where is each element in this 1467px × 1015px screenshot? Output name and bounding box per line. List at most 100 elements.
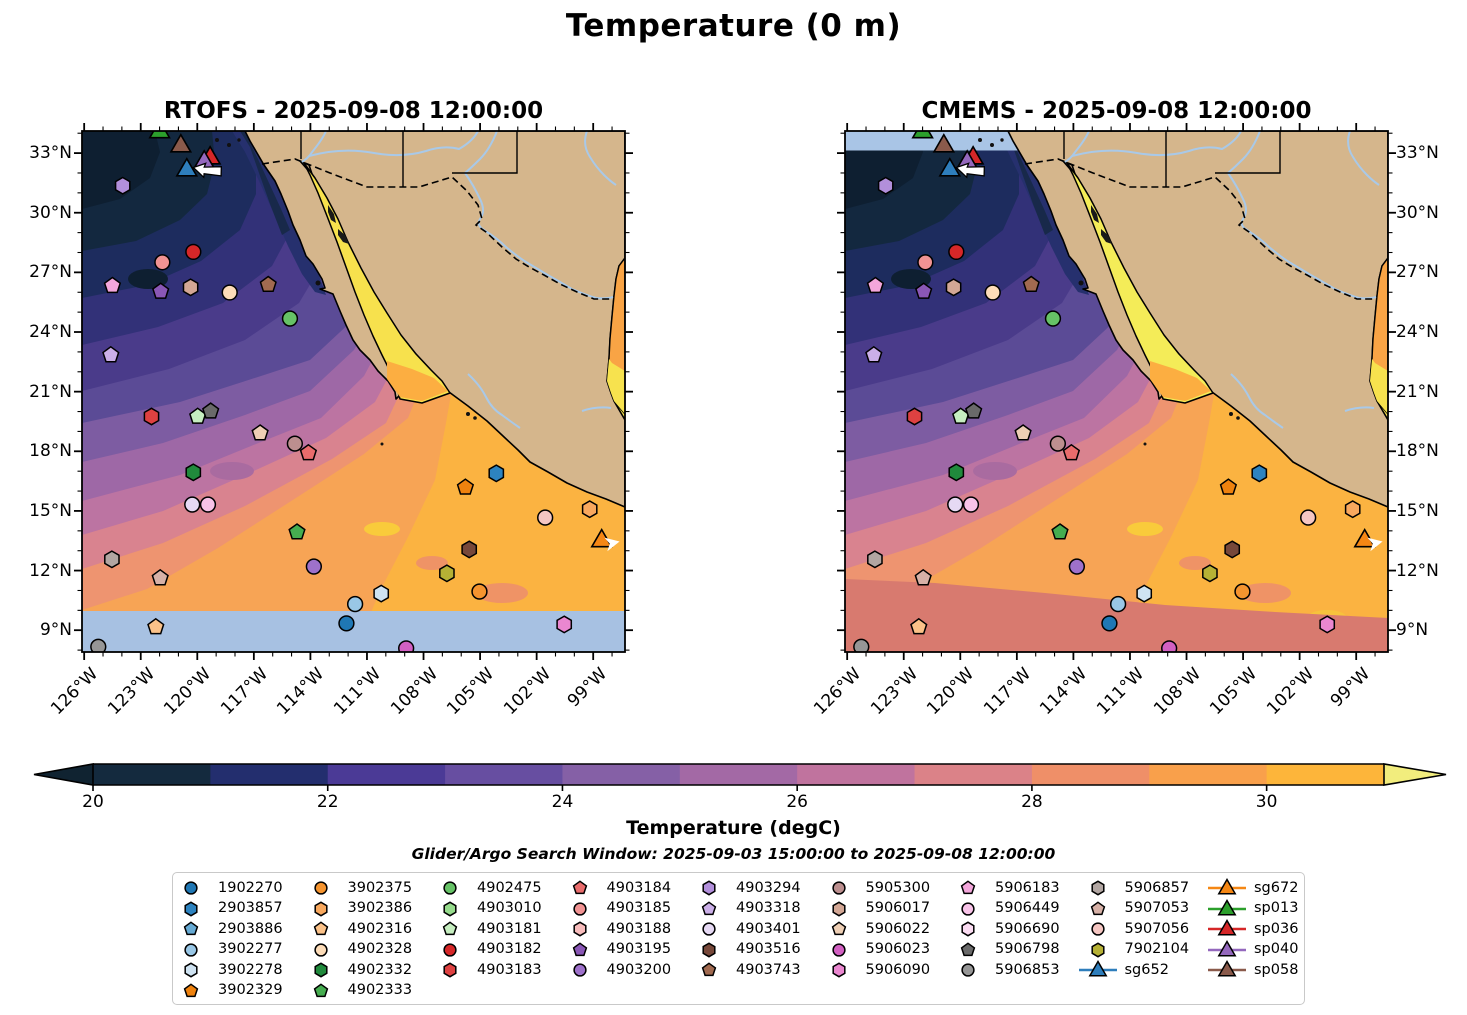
legend-label-sg672: sg672 — [1254, 879, 1299, 896]
platform-marker-4902316 — [147, 617, 165, 635]
river — [1227, 172, 1377, 300]
legend-label-2903857: 2903857 — [218, 900, 283, 916]
legend-label-5906183: 5906183 — [995, 879, 1060, 896]
legend-label-3902329: 3902329 — [218, 982, 283, 998]
legend-label-sp040: sp040 — [1254, 941, 1299, 957]
platform-marker-4903401 — [184, 496, 201, 513]
legend-label-5907056: 5907056 — [1124, 920, 1190, 937]
legend-label-5906022: 5906022 — [865, 920, 931, 937]
platform-marker-5906022 — [251, 424, 269, 441]
legend-label-5906690: 5906690 — [995, 920, 1060, 937]
legend-label-sg652: sg652 — [1124, 961, 1169, 978]
lat-tick-label: 33°N — [1396, 143, 1439, 164]
figure-title: Temperature (0 m) — [565, 8, 902, 44]
legend-marker-5906022 — [831, 921, 846, 936]
legend-marker-4903184 — [572, 880, 587, 895]
platform-marker-4902332 — [948, 463, 965, 482]
platform-marker-1902270 — [1101, 615, 1118, 632]
legend-marker-sp036 — [1208, 918, 1246, 936]
platform-marker-sp013 — [148, 131, 171, 139]
legend-label-4902333: 4902333 — [347, 982, 413, 998]
lat-tick-label: 9°N — [39, 620, 72, 641]
legend-label-4903318: 4903318 — [736, 900, 801, 916]
lon-tick-label: 123°W — [103, 664, 159, 719]
lat-tick-label: 12°N — [1396, 560, 1439, 581]
lon-tick-label: 117°W — [979, 664, 1035, 719]
cmems-field — [845, 131, 1388, 652]
platform-marker-2903857 — [488, 464, 505, 483]
platform-marker-3902277 — [1109, 595, 1127, 613]
legend-marker-1902270 — [184, 881, 198, 895]
legend-marker-4903743 — [701, 962, 717, 977]
legend-marker-4903195 — [572, 941, 587, 956]
gulf-of-california — [1066, 162, 1214, 404]
legend-label-4903183: 4903183 — [477, 961, 542, 978]
platform-marker-5907053 — [914, 568, 932, 586]
river — [1230, 373, 1284, 429]
platform-marker-5906857 — [867, 550, 883, 569]
legend-label-5906090: 5906090 — [865, 961, 931, 978]
lon-tick-label: 105°W — [1206, 664, 1262, 719]
legend-label-1902270: 1902270 — [218, 879, 283, 896]
platform-marker-3902386 — [581, 500, 598, 519]
legend-label-4903185: 4903185 — [606, 900, 672, 916]
platform-marker-sp013 — [911, 131, 934, 139]
platform-marker-4902316 — [910, 617, 928, 635]
legend-marker-5906183 — [960, 880, 976, 895]
lat-tick-label: 21°N — [29, 381, 72, 402]
legend-label-5906853: 5906853 — [995, 961, 1060, 978]
cmems-no-data-band — [845, 131, 1031, 151]
legend-marker-3902278 — [184, 962, 198, 978]
platform-marker-3902386 — [1344, 500, 1361, 519]
river — [581, 406, 612, 412]
platform-marker-3902277 — [346, 595, 364, 613]
legend-marker-7902104 — [1090, 941, 1105, 958]
lat-tick-label: 30°N — [1396, 202, 1439, 223]
legend-marker-5906798 — [960, 941, 976, 956]
platform-marker-5905300 — [286, 435, 304, 452]
legend-label-4902328: 4902328 — [347, 941, 413, 957]
legend-marker-5906017 — [831, 900, 846, 917]
platform-marker-5906022 — [1014, 424, 1032, 441]
lat-tick-label: 18°N — [29, 441, 72, 462]
platform-marker-4903200 — [305, 558, 323, 575]
platform-marker-1902270 — [338, 615, 355, 632]
lat-tick-label: 9°N — [1396, 620, 1429, 641]
legend-marker-3902386 — [313, 900, 328, 917]
platform-marker-5906798 — [202, 402, 220, 419]
platform-marker-4902333 — [288, 523, 306, 540]
platform-marker-4903318 — [865, 345, 883, 363]
panel-title-rtofs: RTOFS - 2025-09-08 12:00:00 — [163, 98, 544, 124]
lon-tick-label: 99°W — [1326, 664, 1375, 712]
lat-tick-label: 12°N — [29, 560, 72, 581]
platform-marker-5906090 — [1319, 615, 1336, 634]
platform-marker-sg652 — [938, 157, 962, 177]
platform-marker-4903184 — [299, 443, 318, 461]
legend-label-5906798: 5906798 — [995, 941, 1060, 957]
river — [464, 131, 498, 174]
legend-label-5906017: 5906017 — [865, 900, 931, 916]
platform-marker-4903195 — [152, 282, 170, 299]
lat-tick-label: 27°N — [29, 262, 72, 283]
legend-marker-4903183 — [443, 962, 457, 978]
legend-label-3902278: 3902278 — [218, 961, 283, 978]
platform-marker-3902329 — [1219, 478, 1238, 495]
platform-marker-4902333 — [1051, 523, 1069, 540]
platform-marker-4903516 — [461, 540, 478, 559]
platform-marker-4902328 — [221, 284, 238, 301]
legend-marker-5906023 — [831, 942, 846, 957]
platform-marker-5906449 — [962, 496, 980, 513]
legend-label-4903195: 4903195 — [606, 941, 672, 957]
platform-marker-sp058 — [169, 133, 193, 153]
lat-tick-label: 15°N — [1396, 500, 1439, 521]
platform-marker-4903182 — [185, 243, 202, 261]
legend-marker-4902333 — [313, 982, 328, 997]
platform-marker-5906023 — [398, 640, 415, 652]
platform-marker-4902475 — [281, 310, 299, 327]
legend-marker-5906853 — [961, 963, 975, 977]
platform-marker-5907056 — [537, 509, 554, 526]
platform-marker-5906023 — [1161, 640, 1178, 652]
legend-label-sp036: sp036 — [1254, 920, 1299, 937]
platform-marker-5906449 — [199, 496, 217, 513]
